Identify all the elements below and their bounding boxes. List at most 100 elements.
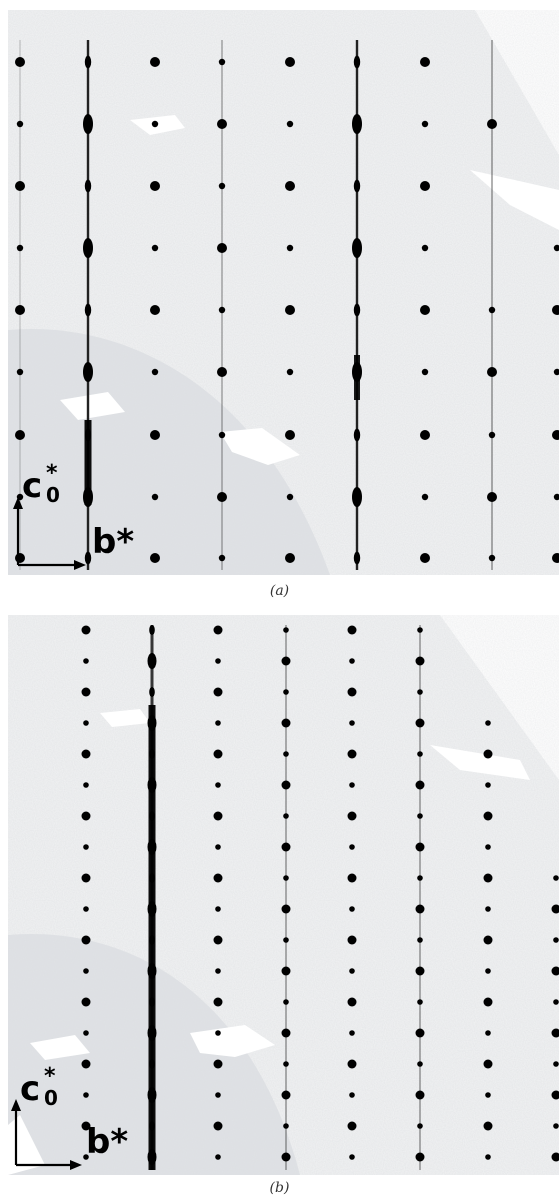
diffraction-spot	[353, 179, 361, 193]
diffraction-spot	[353, 551, 361, 565]
caption-a: (a)	[269, 583, 290, 599]
diffraction-spot	[283, 999, 289, 1005]
diffraction-spot	[415, 842, 425, 852]
diffraction-spot	[421, 493, 429, 501]
axis-label-b: b*	[92, 522, 134, 562]
diffraction-spot	[15, 57, 25, 67]
diffraction-spot	[347, 935, 357, 945]
diffraction-spot	[417, 751, 423, 757]
diffraction-spot	[215, 906, 221, 912]
diffraction-spot	[485, 1092, 491, 1098]
diffraction-spot	[15, 305, 25, 315]
diffuse-streak	[221, 40, 223, 570]
diffraction-spot	[151, 244, 159, 252]
diffraction-spot	[83, 114, 93, 134]
diffraction-spot	[281, 904, 291, 914]
diffraction-spot	[150, 553, 160, 563]
diffraction-spot	[83, 238, 93, 258]
diffraction-spot	[149, 996, 155, 1008]
diffraction-spot	[15, 553, 25, 563]
diffraction-spot	[483, 1059, 493, 1069]
diffraction-spot	[281, 1090, 291, 1100]
diffraction-spot	[283, 875, 289, 881]
diffraction-spot	[285, 181, 295, 191]
diffraction-spot	[215, 720, 221, 726]
diffraction-spot	[81, 749, 91, 759]
diffraction-spot	[84, 179, 92, 193]
diffraction-spot	[16, 120, 24, 128]
diffraction-spot	[147, 1024, 157, 1042]
diffraction-spot	[417, 999, 423, 1005]
diffraction-panel-a: c * 0 b*	[0, 0, 559, 575]
diffraction-spot	[421, 244, 429, 252]
diffraction-spot	[281, 1152, 291, 1162]
diffraction-spot	[417, 813, 423, 819]
axis-label-c-sub: 0	[44, 1086, 58, 1110]
diffraction-spot	[551, 1152, 559, 1162]
diffuse-streak	[354, 355, 360, 400]
diffraction-spot	[83, 1154, 89, 1160]
diffraction-spot	[553, 875, 559, 881]
diffraction-spot	[485, 720, 491, 726]
diffraction-spot	[353, 303, 361, 317]
diffraction-spot	[417, 1061, 423, 1067]
diffraction-spot	[81, 811, 91, 821]
detector-gap	[60, 392, 125, 420]
diffraction-spot	[83, 362, 93, 382]
diffraction-spot	[281, 1028, 291, 1038]
diffraction-spot	[485, 906, 491, 912]
diffraction-spot	[16, 368, 24, 376]
diffraction-spot	[353, 428, 361, 442]
diffraction-spot	[415, 966, 425, 976]
diffraction-spot	[415, 1152, 425, 1162]
diffraction-spot	[147, 652, 157, 670]
diffraction-spot	[218, 182, 226, 190]
reciprocal-axes	[11, 1099, 82, 1170]
diffraction-spot	[83, 968, 89, 974]
diffraction-spot	[217, 492, 227, 502]
diffraction-spot	[213, 811, 223, 821]
diffraction-spot	[213, 1121, 223, 1131]
diffraction-spot	[83, 844, 89, 850]
diffraction-spot	[84, 303, 92, 317]
diffraction-spot	[83, 658, 89, 664]
detector-gap	[30, 1035, 90, 1060]
diffraction-spot	[147, 1148, 157, 1166]
diffraction-spot	[283, 813, 289, 819]
diffraction-spot	[213, 873, 223, 883]
diffraction-spot	[215, 1030, 221, 1036]
diffraction-spot	[285, 553, 295, 563]
diffraction-spot	[285, 305, 295, 315]
diffraction-spot	[485, 844, 491, 850]
diffraction-spot	[349, 1030, 355, 1036]
diffraction-spot	[347, 749, 357, 759]
diffraction-spot	[147, 776, 157, 794]
diffraction-spot	[150, 57, 160, 67]
diffraction-spot	[483, 811, 493, 821]
diffraction-spot	[215, 658, 221, 664]
diffraction-spot	[215, 844, 221, 850]
diffraction-spot	[417, 1123, 423, 1129]
diffraction-spot	[347, 687, 357, 697]
diffraction-spot	[349, 1092, 355, 1098]
diffraction-spot	[281, 842, 291, 852]
diffraction-spot	[420, 57, 430, 67]
diffraction-spot	[215, 1092, 221, 1098]
diffraction-spot	[417, 689, 423, 695]
diffraction-spot	[16, 244, 24, 252]
diffraction-spot	[213, 749, 223, 759]
diffraction-spot	[218, 58, 226, 66]
diffraction-spot	[84, 551, 92, 565]
diffraction-spot	[218, 431, 226, 439]
diffraction-spot	[420, 181, 430, 191]
diffraction-spot	[15, 430, 25, 440]
diffraction-spot	[83, 1030, 89, 1036]
diffraction-spot	[213, 997, 223, 1007]
diffraction-spot	[488, 431, 496, 439]
diffraction-panel-b: c * 0 b*	[0, 605, 559, 1175]
diffraction-spot	[483, 935, 493, 945]
diffraction-spot	[281, 656, 291, 666]
diffraction-spot	[81, 873, 91, 883]
diffraction-spot	[151, 493, 159, 501]
diffraction-pattern-b: c * 0 b*	[8, 615, 559, 1175]
